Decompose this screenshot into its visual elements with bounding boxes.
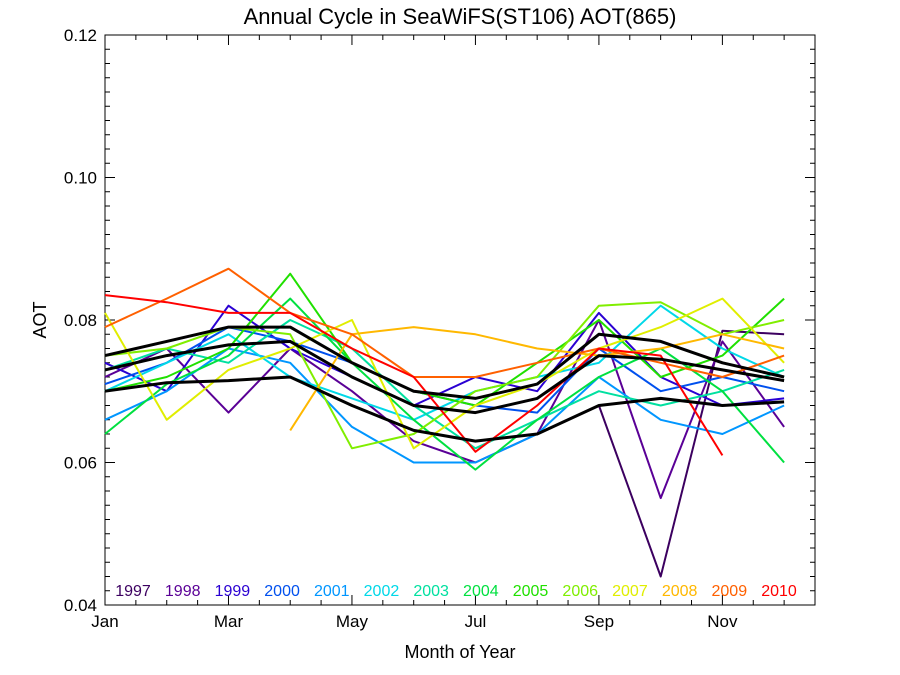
legend-item-2005: 2005	[513, 583, 549, 600]
reference-line-2	[104, 339, 785, 415]
series-line-2010	[104, 294, 724, 456]
y-tick-label: 0.12	[64, 26, 97, 45]
y-tick-label: 0.10	[64, 169, 97, 188]
legend-item-2003: 2003	[413, 583, 449, 600]
x-tick-label: Nov	[707, 612, 738, 631]
series-line-1997	[597, 329, 785, 578]
series-line-2007	[104, 297, 785, 450]
legend-item-1998: 1998	[165, 583, 201, 600]
y-tick-label: 0.04	[64, 596, 97, 615]
legend-item-2007: 2007	[612, 583, 648, 600]
series-line-1998	[104, 319, 785, 500]
x-tick-label: Sep	[584, 612, 614, 631]
series-line-2002	[104, 304, 785, 421]
x-tick-label: Mar	[214, 612, 244, 631]
series-line-2001	[104, 347, 785, 464]
legend-item-2009: 2009	[712, 583, 748, 600]
plot-area: 0.04 0.06 0.08 0.10 0.12 Jan Mar May Jul Sep Nov 19…	[64, 26, 816, 631]
chart-title: Annual Cycle in SeaWiFS(ST106) AOT(865)	[244, 4, 677, 29]
legend-item-2010: 2010	[761, 583, 797, 600]
legend-item-2000: 2000	[264, 583, 300, 600]
reference-line-3	[104, 375, 785, 443]
x-tick-label: Jul	[465, 612, 487, 631]
x-tick-label: Jan	[91, 612, 118, 631]
plot-frame	[104, 34, 816, 606]
legend-item-2002: 2002	[364, 583, 400, 600]
series-line-2009	[104, 267, 785, 378]
series-line-2008	[289, 326, 785, 431]
reference-line-1	[104, 325, 785, 400]
legend-item-1999: 1999	[215, 583, 251, 600]
y-axis-label: AOT	[30, 301, 50, 338]
series-line-1999	[104, 304, 785, 407]
y-tick-label: 0.06	[64, 454, 97, 473]
series-line-2004	[104, 297, 785, 471]
y-tick-label: 0.08	[64, 311, 97, 330]
x-tick-label: May	[336, 612, 369, 631]
legend-item-2008: 2008	[662, 583, 698, 600]
legend-item-1997: 1997	[115, 583, 151, 600]
legend-item-2006: 2006	[562, 583, 598, 600]
x-axis-label: Month of Year	[404, 642, 515, 662]
legend-item-2004: 2004	[463, 583, 499, 600]
legend-item-2001: 2001	[314, 583, 350, 600]
